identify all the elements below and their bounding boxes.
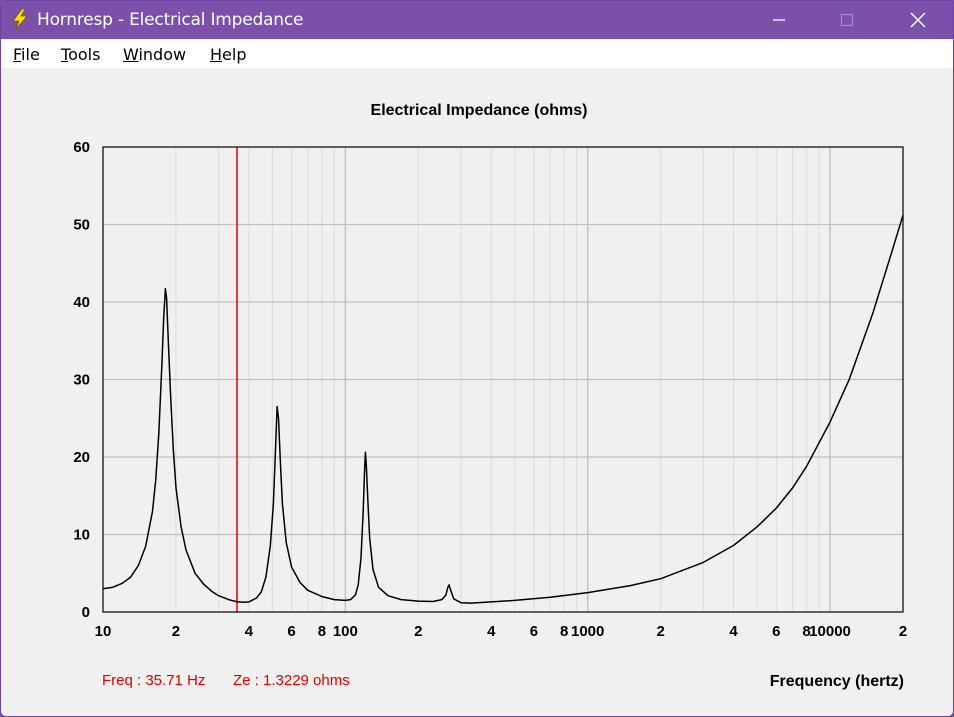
lightning-bolt-icon [9,8,31,30]
plot-frame [102,146,904,613]
plot-area [102,147,904,612]
close-button[interactable] [890,1,946,39]
x-tick-label: 10000 [809,623,851,640]
menu-bar: File Tools Window Help [1,39,953,68]
y-tick-label: 40 [73,294,90,311]
x-tick-label: 6 [287,623,295,640]
x-tick-label: 8 [802,623,810,640]
minimize-icon [773,19,785,21]
x-tick-label: 2 [172,623,180,640]
x-tick-label: 100 [333,623,358,640]
x-tick-label: 10 [95,623,112,640]
menu-file[interactable]: File [13,45,40,64]
maximize-icon [840,13,854,27]
chart-panel: Electrical Impedance (ohms) 0 10 20 30 40 50 6… [1,68,954,717]
x-tick-label: 8 [318,623,326,640]
x-axis-label: Frequency (hertz) [770,673,904,690]
y-axis-ticks: 0 10 20 30 40 50 60 [73,139,90,621]
x-tick-label: 4 [729,623,738,640]
y-tick-label: 30 [73,372,90,389]
menu-window[interactable]: Window [123,45,187,64]
window-title: Hornresp - Electrical Impedance [37,10,304,30]
freq-readout: Freq : 35.71 Hz [102,672,205,689]
chart-grid [103,147,903,612]
close-icon [910,12,926,28]
y-tick-label: 60 [73,139,90,156]
x-tick-label: 1000 [571,623,604,640]
y-tick-label: 20 [73,449,90,466]
x-tick-label: 2 [656,623,664,640]
y-tick-label: 10 [73,527,90,544]
x-tick-label: 2 [899,623,907,640]
menu-tools[interactable]: Tools [61,45,101,64]
impedance-curve [102,214,904,604]
maximize-button[interactable] [819,1,875,39]
title-bar[interactable]: Hornresp - Electrical Impedance [1,1,953,39]
chart-title: Electrical Impedance (ohms) [371,102,588,119]
x-tick-label: 6 [530,623,538,640]
x-tick-label: 4 [245,623,254,640]
x-tick-label: 4 [487,623,496,640]
y-tick-label: 0 [82,604,90,621]
x-tick-label: 6 [772,623,780,640]
minimize-button[interactable] [751,1,807,39]
impedance-readout: Ze : 1.3229 ohms [233,672,350,689]
x-tick-label: 8 [560,623,568,640]
x-tick-label: 2 [414,623,422,640]
impedance-chart[interactable]: Electrical Impedance (ohms) 0 10 20 30 40 50 6… [1,68,954,717]
y-tick-label: 50 [73,217,90,234]
menu-help[interactable]: Help [210,45,247,64]
